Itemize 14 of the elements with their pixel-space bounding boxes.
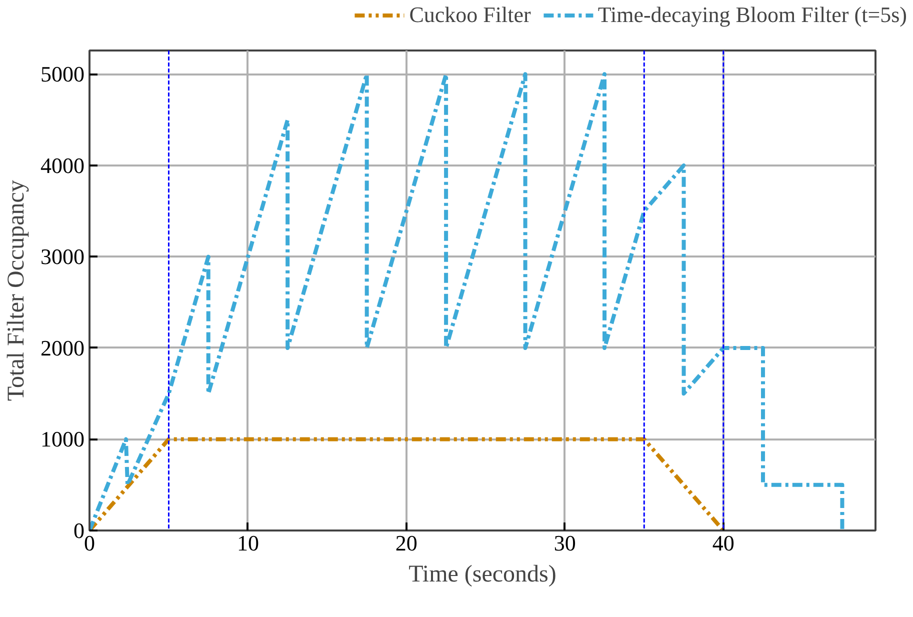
x-axis-title: Time (seconds) xyxy=(408,562,556,588)
legend-label: Time-decaying Bloom Filter (t=5s) xyxy=(598,2,907,28)
x-tick-label: 10 xyxy=(236,530,259,556)
x-tick-label: 30 xyxy=(554,530,576,556)
x-tick-label: 20 xyxy=(395,530,418,556)
legend-label: Cuckoo Filter xyxy=(409,2,531,28)
line-series xyxy=(90,72,844,530)
y-tick-label: 2000 xyxy=(40,335,84,360)
x-tick-label: 40 xyxy=(712,530,734,556)
y-tick-label: 1000 xyxy=(40,426,84,452)
y-tick-label: 4000 xyxy=(40,152,84,178)
y-axis-title: Total Filter Occupancy xyxy=(4,180,30,401)
y-tick-label: 3000 xyxy=(40,244,84,270)
y-tick-label: 5000 xyxy=(40,62,84,87)
